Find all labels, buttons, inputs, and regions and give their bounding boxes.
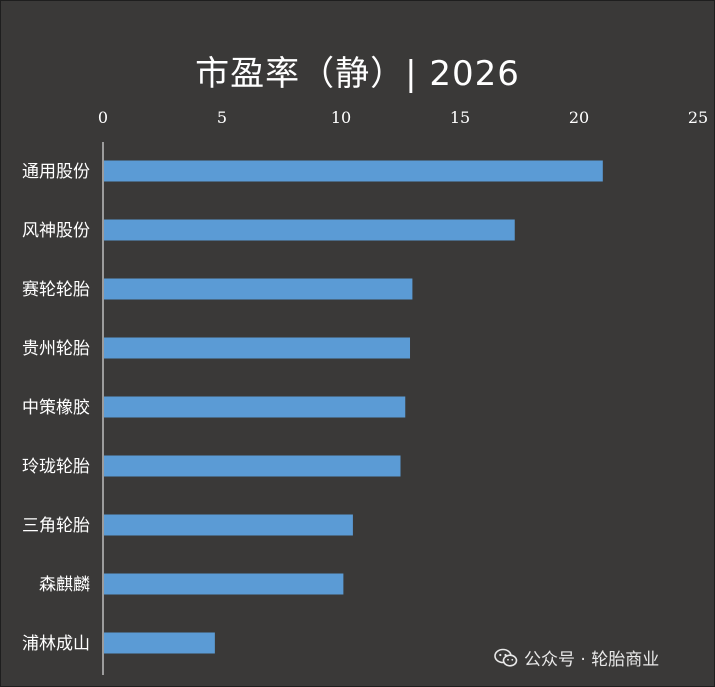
category-label: 森麒麟 [39, 575, 90, 595]
watermark-text: 公众号 · 轮胎商业 [524, 650, 660, 670]
x-tick-label: 10 [331, 108, 351, 127]
bar [104, 514, 353, 536]
category-label: 赛轮轮胎 [22, 279, 90, 300]
bar [104, 337, 411, 359]
watermark: 公众号 · 轮胎商业 [494, 645, 659, 670]
bars [104, 160, 603, 654]
category-label: 三角轮胎 [22, 516, 90, 536]
bar [104, 632, 215, 654]
category-label: 通用股份 [22, 162, 90, 182]
bar [104, 455, 401, 477]
x-tick-label: 15 [450, 108, 470, 127]
bar [104, 278, 413, 300]
bar [104, 396, 406, 418]
bar [104, 219, 515, 241]
category-label: 玲珑轮胎 [22, 457, 90, 477]
category-label: 浦林成山 [22, 634, 90, 654]
category-label: 风神股份 [22, 221, 90, 241]
bar [104, 160, 603, 182]
x-tick-label: 20 [569, 108, 589, 127]
chart-title: 市盈率（静）| 2026 [195, 54, 520, 94]
x-axis-ticks: 0 5 10 15 20 25 [98, 108, 708, 127]
wechat-icon [494, 648, 518, 667]
x-tick-label: 25 [688, 108, 708, 127]
x-tick-label: 5 [217, 108, 227, 127]
bar [104, 573, 344, 595]
category-label: 中策橡胶 [22, 398, 90, 418]
x-tick-label: 0 [98, 108, 108, 127]
category-label: 贵州轮胎 [22, 339, 90, 359]
